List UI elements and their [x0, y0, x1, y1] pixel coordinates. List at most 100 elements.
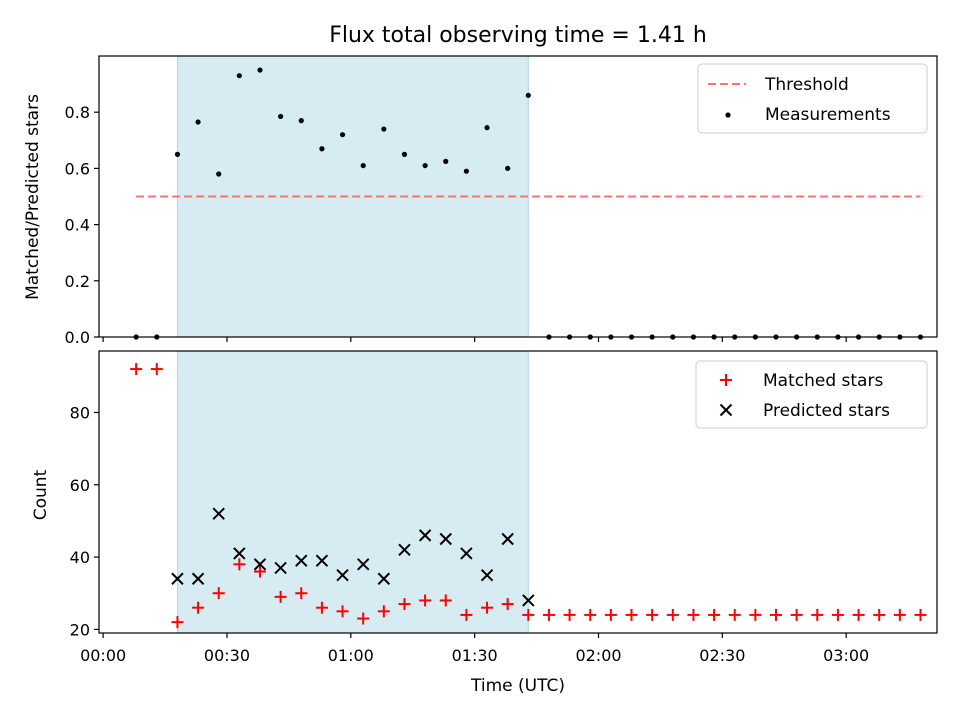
measurement-point: [422, 162, 428, 169]
x-marker-b: [295, 554, 308, 567]
x-marker-b: [212, 507, 225, 520]
predicted-star-point: [480, 568, 494, 582]
predicted-star-point: [171, 572, 184, 585]
matched-star-point: [914, 608, 927, 621]
x-marker-b: [418, 529, 432, 542]
measurement-point: [360, 162, 366, 169]
matched-star-point: [687, 608, 700, 621]
matched-star-point: [398, 598, 411, 611]
x-tick-label: 02:30: [699, 646, 745, 665]
matched-star-point: [666, 608, 679, 621]
x-tick-label: 01:00: [328, 646, 374, 665]
measurement-point: [257, 67, 263, 73]
x-marker-b: [501, 532, 514, 546]
matched-star-point: [130, 363, 143, 376]
predicted-star-point: [356, 558, 370, 571]
x-marker-b: [377, 572, 391, 585]
predicted-star-point: [336, 568, 349, 582]
bottom-plot-frame: [98, 350, 938, 634]
matched-star-point: [295, 587, 308, 600]
matched-star-point: [811, 608, 824, 621]
measurement-point: [319, 146, 325, 152]
matched-star-point: [708, 608, 721, 621]
matched-star-point: [873, 608, 886, 621]
measurement-point: [505, 165, 511, 171]
predicted-star-point: [522, 594, 535, 607]
legend-predicted-label: Predicted stars: [763, 401, 890, 421]
matched-star-point: [192, 601, 205, 614]
y-tick-label: 0.2: [65, 272, 90, 291]
matched-star-point: [604, 608, 617, 621]
measurement-point: [236, 73, 242, 79]
y-tick-label: 0.4: [65, 216, 90, 235]
x-marker-b: [191, 572, 205, 585]
matched-star-point: [893, 608, 906, 621]
predicted-star-point: [253, 558, 267, 571]
bottom-y-axis-label: Count: [31, 469, 51, 520]
top-plot-frame: [98, 55, 938, 338]
x-marker-b: [522, 594, 535, 607]
y-tick-label: 0.6: [65, 159, 90, 178]
predicted-star-point: [439, 532, 452, 546]
predicted-star-point: [501, 532, 514, 546]
predicted-star-point: [191, 572, 205, 585]
y-tick-label: 60: [70, 476, 90, 495]
top-panel: 0.0 0.2 0.4 0.6 0.8 Threshold Measurements: [65, 55, 938, 347]
matched-star-point: [625, 608, 638, 621]
matched-star-point: [831, 608, 844, 621]
matched-star-point: [419, 594, 432, 607]
y-tick-label: 0.8: [65, 103, 90, 122]
predicted-star-point: [212, 507, 225, 520]
predicted-star-point: [295, 554, 308, 567]
x-marker-b: [480, 568, 494, 582]
measurement-point: [216, 171, 222, 177]
x-marker-b: [398, 543, 411, 557]
observing-interval-shade: [176, 350, 529, 634]
legend-matched-label: Matched stars: [763, 371, 883, 391]
predicted-star-point: [377, 572, 391, 585]
x-tick-label: 02:00: [575, 646, 621, 665]
matched-star-point: [377, 605, 390, 618]
legend-box: [697, 63, 928, 134]
matched-star-point: [852, 608, 865, 621]
x-marker-b: [719, 403, 733, 417]
legend-box: [695, 360, 928, 429]
matched-star-point: [171, 616, 184, 629]
chart-title: Flux total observing time = 1.41 h: [329, 23, 707, 48]
legend-matched-swatch: [720, 374, 732, 386]
measurement-point: [339, 132, 346, 138]
x-marker-b: [356, 558, 370, 571]
x-axis-label: Time (UTC): [470, 676, 565, 696]
matched-star-point: [150, 363, 163, 376]
matched-star-point: [357, 612, 370, 625]
matched-star-point: [749, 608, 762, 621]
matched-star-point: [315, 601, 328, 614]
measurement-point: [174, 151, 181, 157]
legend-measurements-swatch: [725, 112, 731, 118]
matched-star-point: [728, 608, 741, 621]
matched-star-point: [253, 565, 266, 578]
measurement-point: [195, 119, 201, 125]
matched-star-point: [770, 608, 783, 621]
y-tick-label: 20: [70, 620, 90, 639]
predicted-star-point: [315, 554, 329, 567]
matched-star-point: [212, 587, 225, 600]
matched-star-point: [584, 608, 597, 621]
matched-star-point: [522, 608, 535, 621]
predicted-star-point: [398, 543, 411, 557]
measurement-point: [401, 151, 408, 157]
x-marker-b: [233, 547, 246, 560]
measurement-point: [278, 113, 284, 120]
x-tick-label: 00:30: [204, 646, 250, 665]
x-marker-b: [171, 572, 184, 585]
legend-measurements-label: Measurements: [765, 105, 891, 125]
matched-star-point: [439, 594, 452, 607]
x-marker-b: [439, 532, 452, 546]
y-tick-label: 80: [70, 403, 90, 422]
measurement-point: [525, 92, 531, 98]
matched-star-point: [233, 558, 246, 571]
predicted-star-point: [418, 529, 432, 542]
measurement-point: [298, 118, 304, 124]
x-marker-b: [253, 558, 267, 571]
